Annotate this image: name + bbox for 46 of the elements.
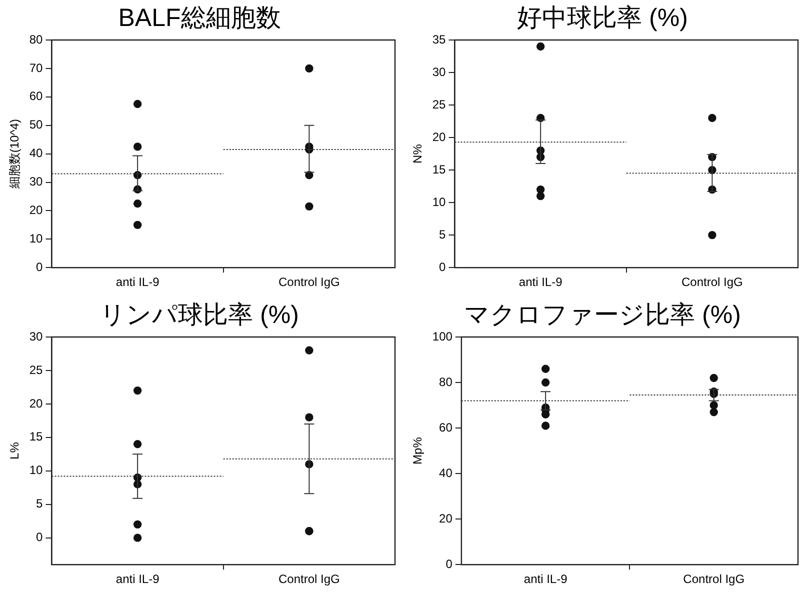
y-tick-label: 10	[29, 231, 44, 246]
y-tick-label: 50	[29, 118, 44, 132]
y-tick-label: 20	[29, 203, 44, 218]
y-tick-label: 30	[29, 329, 44, 344]
x-tick-label: Control IgG	[278, 275, 340, 290]
y-tick-label: 5	[36, 496, 44, 511]
y-tick-label: 15	[432, 162, 446, 176]
chart-title: 好中球比率 (%)	[517, 4, 688, 32]
x-tick-label: Control IgG	[683, 572, 745, 586]
y-tick-label: 40	[29, 146, 44, 160]
y-axis-title: 細胞数(10^4)	[8, 118, 22, 190]
y-tick-label: 20	[29, 396, 44, 410]
y-tick-label: 25	[432, 97, 446, 112]
y-tick-label: 100	[432, 329, 453, 344]
y-tick-label: 0	[446, 556, 453, 571]
y-tick-label: 20	[432, 130, 446, 144]
y-tick-label: 60	[439, 420, 453, 434]
x-tick-label: anti IL-9	[518, 275, 563, 290]
x-tick-label: anti IL-9	[116, 275, 160, 290]
y-tick-label: 0	[36, 530, 44, 544]
y-tick-label: 10	[29, 463, 44, 478]
chart-title: マクロファージ比率 (%)	[464, 300, 741, 329]
y-tick-label: 30	[29, 174, 44, 189]
y-tick-label: 25	[29, 362, 44, 377]
y-axis-title: L%	[8, 442, 22, 460]
chart-title: リンパ球比率 (%)	[100, 300, 299, 329]
y-axis-title: N%	[410, 144, 425, 164]
y-tick-label: 0	[36, 260, 44, 274]
chart-title: BALF総細胞数	[118, 4, 281, 32]
y-tick-label: 80	[439, 374, 453, 389]
y-tick-label: 30	[432, 64, 446, 79]
y-tick-label: 15	[29, 430, 44, 444]
y-axis-title: Mp%	[410, 436, 425, 464]
y-tick-label: 0	[439, 260, 446, 274]
y-tick-label: 60	[29, 89, 44, 104]
x-tick-label: Control IgG	[682, 275, 743, 290]
y-tick-label: 20	[439, 511, 453, 526]
y-tick-label: 70	[29, 60, 44, 75]
x-tick-label: anti IL-9	[116, 572, 160, 586]
x-tick-label: Control IgG	[278, 572, 340, 586]
y-tick-label: 40	[439, 466, 453, 480]
y-tick-label: 80	[29, 32, 44, 46]
x-tick-label: anti IL-9	[524, 572, 568, 586]
y-tick-label: 10	[432, 194, 446, 209]
y-tick-label: 5	[439, 227, 446, 242]
y-tick-label: 35	[432, 32, 446, 46]
